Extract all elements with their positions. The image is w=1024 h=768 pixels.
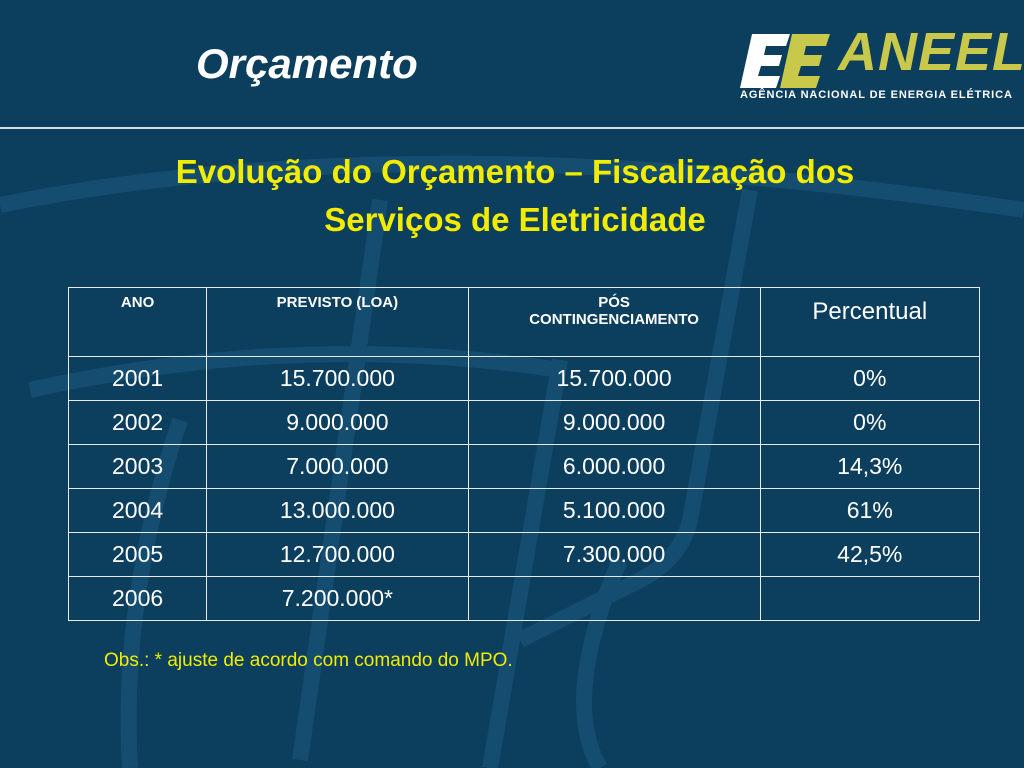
cell-percentual: 42,5% xyxy=(759,532,981,577)
footnote: Obs.: * ajuste de acordo com comando do … xyxy=(104,650,513,671)
table-row: 2004 13.000.000 5.100.000 61% xyxy=(67,488,981,533)
table-row: 2002 9.000.000 9.000.000 0% xyxy=(67,400,981,445)
table-row: 2005 12.700.000 7.300.000 42,5% xyxy=(67,532,981,577)
cell-ano: 2006 xyxy=(67,576,208,621)
cell-pos: 15.700.000 xyxy=(467,356,761,401)
cell-ano: 2004 xyxy=(67,488,208,533)
table-row: 2003 7.000.000 6.000.000 14,3% xyxy=(67,444,981,489)
cell-pos: 7.300.000 xyxy=(467,532,761,577)
cell-percentual xyxy=(759,576,981,621)
header-pos-contingenciamento: PÓS CONTINGENCIAMENTO xyxy=(467,287,761,357)
logo-name: ANEEL xyxy=(838,22,1024,82)
cell-previsto: 7.000.000 xyxy=(206,444,469,489)
cell-ano: 2003 xyxy=(67,444,208,489)
heading-line-2: Serviços de Eletricidade xyxy=(324,201,706,238)
header-previsto: PREVISTO (LOA) xyxy=(206,287,469,357)
cell-previsto: 12.700.000 xyxy=(206,532,469,577)
cell-previsto: 9.000.000 xyxy=(206,400,469,445)
cell-previsto: 7.200.000* xyxy=(206,576,469,621)
title-divider xyxy=(0,127,1024,129)
cell-ano: 2002 xyxy=(67,400,208,445)
cell-ano: 2001 xyxy=(67,356,208,401)
slide-title: Orçamento xyxy=(196,40,418,87)
heading-line-1: Evolução do Orçamento – Fiscalização dos xyxy=(175,153,855,190)
cell-percentual: 0% xyxy=(759,356,981,401)
table-header-row: ANO PREVISTO (LOA) PÓS CONTINGENCIAMENTO … xyxy=(67,287,981,357)
table-row: 2001 15.700.000 15.700.000 0% xyxy=(67,356,981,401)
table-row: 2006 7.200.000* xyxy=(67,576,981,621)
logo-subtitle: AGÊNCIA NACIONAL DE ENERGIA ELÉTRICA xyxy=(740,89,1013,101)
cell-ano: 2005 xyxy=(67,532,208,577)
cell-percentual: 14,3% xyxy=(759,444,981,489)
cell-percentual: 0% xyxy=(759,400,981,445)
aneel-ee-emblem-icon xyxy=(740,34,830,88)
header-ano: ANO xyxy=(67,287,208,357)
slide-heading: Evolução do Orçamento – Fiscalização dos… xyxy=(60,148,970,244)
cell-pos: 6.000.000 xyxy=(467,444,761,489)
cell-previsto: 15.700.000 xyxy=(206,356,469,401)
budget-table: ANO PREVISTO (LOA) PÓS CONTINGENCIAMENTO … xyxy=(67,287,981,621)
cell-percentual: 61% xyxy=(759,488,981,533)
cell-pos: 9.000.000 xyxy=(467,400,761,445)
cell-previsto: 13.000.000 xyxy=(206,488,469,533)
header-percentual: Percentual xyxy=(759,287,981,357)
cell-pos: 5.100.000 xyxy=(467,488,761,533)
cell-pos xyxy=(467,576,761,621)
